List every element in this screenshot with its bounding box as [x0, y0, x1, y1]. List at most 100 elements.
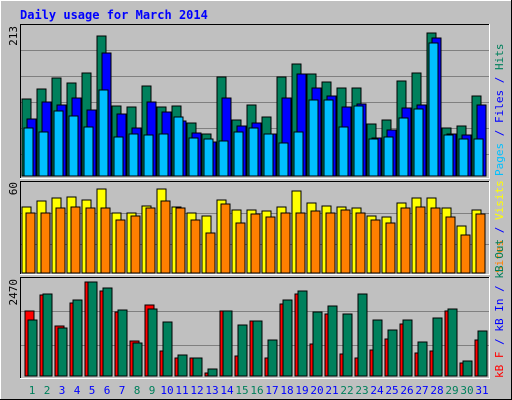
bar-middle-sites-day-24: [370, 219, 381, 274]
day-label-21: 21: [325, 384, 338, 397]
bar-top-pages-day-13: [203, 138, 214, 177]
bar-top-pages-day-11: [173, 116, 184, 177]
bar-middle-sites-day-1: [25, 212, 36, 274]
bar-middle-sites-day-15: [235, 222, 246, 274]
bar-middle-sites-day-4: [70, 206, 81, 274]
bar-top-pages-day-27: [413, 108, 424, 177]
bar-middle-sites-day-17: [265, 216, 276, 274]
day-label-22: 22: [340, 384, 353, 397]
bar-bottom-kbytes-out-day-23: [357, 293, 368, 377]
day-label-11: 11: [175, 384, 188, 397]
bar-top-pages-day-19: [293, 131, 304, 177]
bar-top-pages-day-29: [443, 134, 454, 177]
legend-top-item-1: /: [493, 123, 506, 143]
bar-middle-sites-day-30: [460, 234, 471, 274]
bar-middle-sites-day-5: [85, 207, 96, 274]
day-label-12: 12: [190, 384, 203, 397]
bar-middle-sites-day-25: [385, 222, 396, 274]
bar-middle-sites-day-31: [475, 213, 486, 274]
day-label-30: 30: [460, 384, 473, 397]
bar-bottom-kbytes-out-day-16: [252, 320, 263, 377]
bar-top-pages-day-16: [248, 127, 259, 177]
day-label-19: 19: [295, 384, 308, 397]
bar-bottom-kbytes-out-day-21: [327, 305, 338, 377]
bar-top-pages-day-28: [428, 42, 439, 177]
day-label-6: 6: [104, 384, 111, 397]
bar-bottom-kbytes-out-day-11: [177, 354, 188, 377]
chart-title: Daily usage for March 2014: [20, 8, 208, 22]
day-label-2: 2: [44, 384, 51, 397]
bar-bottom-kbytes-out-day-24: [372, 319, 383, 377]
bar-top-pages-day-18: [278, 142, 289, 177]
panel-bottom-ymax-label: 2470: [7, 279, 20, 306]
legend-bottom-item-3: /: [493, 279, 506, 299]
bar-middle-sites-day-3: [55, 207, 66, 274]
panel-top-bars: [21, 32, 487, 177]
day-label-13: 13: [205, 384, 218, 397]
legend-middle-item-2: Visits: [493, 180, 506, 220]
bar-middle-sites-day-6: [100, 207, 111, 274]
bar-middle-sites-day-23: [355, 212, 366, 274]
bar-middle-sites-day-14: [220, 203, 231, 274]
bar-bottom-kbytes-out-day-4: [72, 299, 83, 377]
legend-bottom-item-0: kB F: [493, 352, 506, 379]
bar-middle-sites-day-19: [295, 212, 306, 274]
bar-middle-sites-day-2: [40, 212, 51, 274]
bar-bottom-kbytes-out-day-27: [417, 341, 428, 377]
bar-top-pages-day-31: [473, 138, 484, 177]
legend-top-item-4: Hits: [493, 44, 506, 71]
legend-bottom-item-4: kB Out: [493, 239, 506, 279]
bar-middle-sites-day-26: [400, 207, 411, 274]
bar-top-pages-day-5: [83, 126, 94, 177]
day-label-31: 31: [475, 384, 488, 397]
bar-middle-sites-day-11: [175, 207, 186, 274]
day-label-9: 9: [149, 384, 156, 397]
bar-bottom-kbytes-out-day-3: [57, 327, 68, 377]
day-label-4: 4: [74, 384, 81, 397]
day-label-26: 26: [400, 384, 413, 397]
bar-top-pages-day-20: [308, 99, 319, 177]
day-label-3: 3: [59, 384, 66, 397]
bar-top-pages-day-23: [353, 105, 364, 177]
bar-bottom-kbytes-out-day-31: [477, 330, 488, 377]
bar-bottom-kbytes-out-day-20: [312, 311, 323, 377]
legend-top: Pages / Files / Hits: [493, 44, 506, 177]
legend-bottom-item-2: kB In: [493, 299, 506, 332]
legend-middle: Sites / Visits: [493, 180, 506, 273]
day-label-17: 17: [265, 384, 278, 397]
bar-middle-sites-day-13: [205, 232, 216, 274]
bar-top-pages-day-8: [128, 133, 139, 177]
bar-middle-sites-day-9: [145, 207, 156, 274]
day-label-8: 8: [134, 384, 141, 397]
bar-middle-sites-day-7: [115, 219, 126, 274]
panel-middle-ymax-label: 60: [7, 182, 20, 195]
bar-top-pages-day-1: [23, 127, 34, 177]
bar-bottom-kbytes-out-day-17: [267, 339, 278, 377]
bar-middle-sites-day-21: [325, 212, 336, 274]
panel-bottom-bars: [24, 281, 488, 377]
legend-middle-item-0: Sites: [493, 240, 506, 273]
bar-top-pages-day-22: [338, 126, 349, 177]
bar-middle-sites-day-28: [430, 207, 441, 274]
bar-bottom-kbytes-out-day-28: [432, 317, 443, 377]
day-label-28: 28: [430, 384, 443, 397]
bar-middle-sites-day-12: [190, 219, 201, 274]
bar-top-pages-day-7: [113, 136, 124, 177]
bar-middle-sites-day-27: [415, 206, 426, 274]
bar-bottom-kbytes-out-day-19: [297, 290, 308, 377]
bar-bottom-kbytes-out-day-25: [387, 329, 398, 377]
legend-top-item-2: Files: [493, 90, 506, 123]
bar-bottom-kbytes-out-day-30: [462, 360, 473, 377]
bar-top-pages-day-21: [323, 99, 334, 177]
day-label-29: 29: [445, 384, 458, 397]
day-label-15: 15: [235, 384, 248, 397]
day-label-5: 5: [89, 384, 96, 397]
day-label-7: 7: [119, 384, 126, 397]
bar-top-pages-day-6: [98, 89, 109, 177]
bar-bottom-kbytes-out-day-29: [447, 308, 458, 377]
bar-top-pages-day-2: [38, 131, 49, 177]
panel-middle-bars: [21, 188, 486, 274]
bar-middle-sites-day-18: [280, 212, 291, 274]
day-label-16: 16: [250, 384, 263, 397]
day-label-1: 1: [29, 384, 36, 397]
